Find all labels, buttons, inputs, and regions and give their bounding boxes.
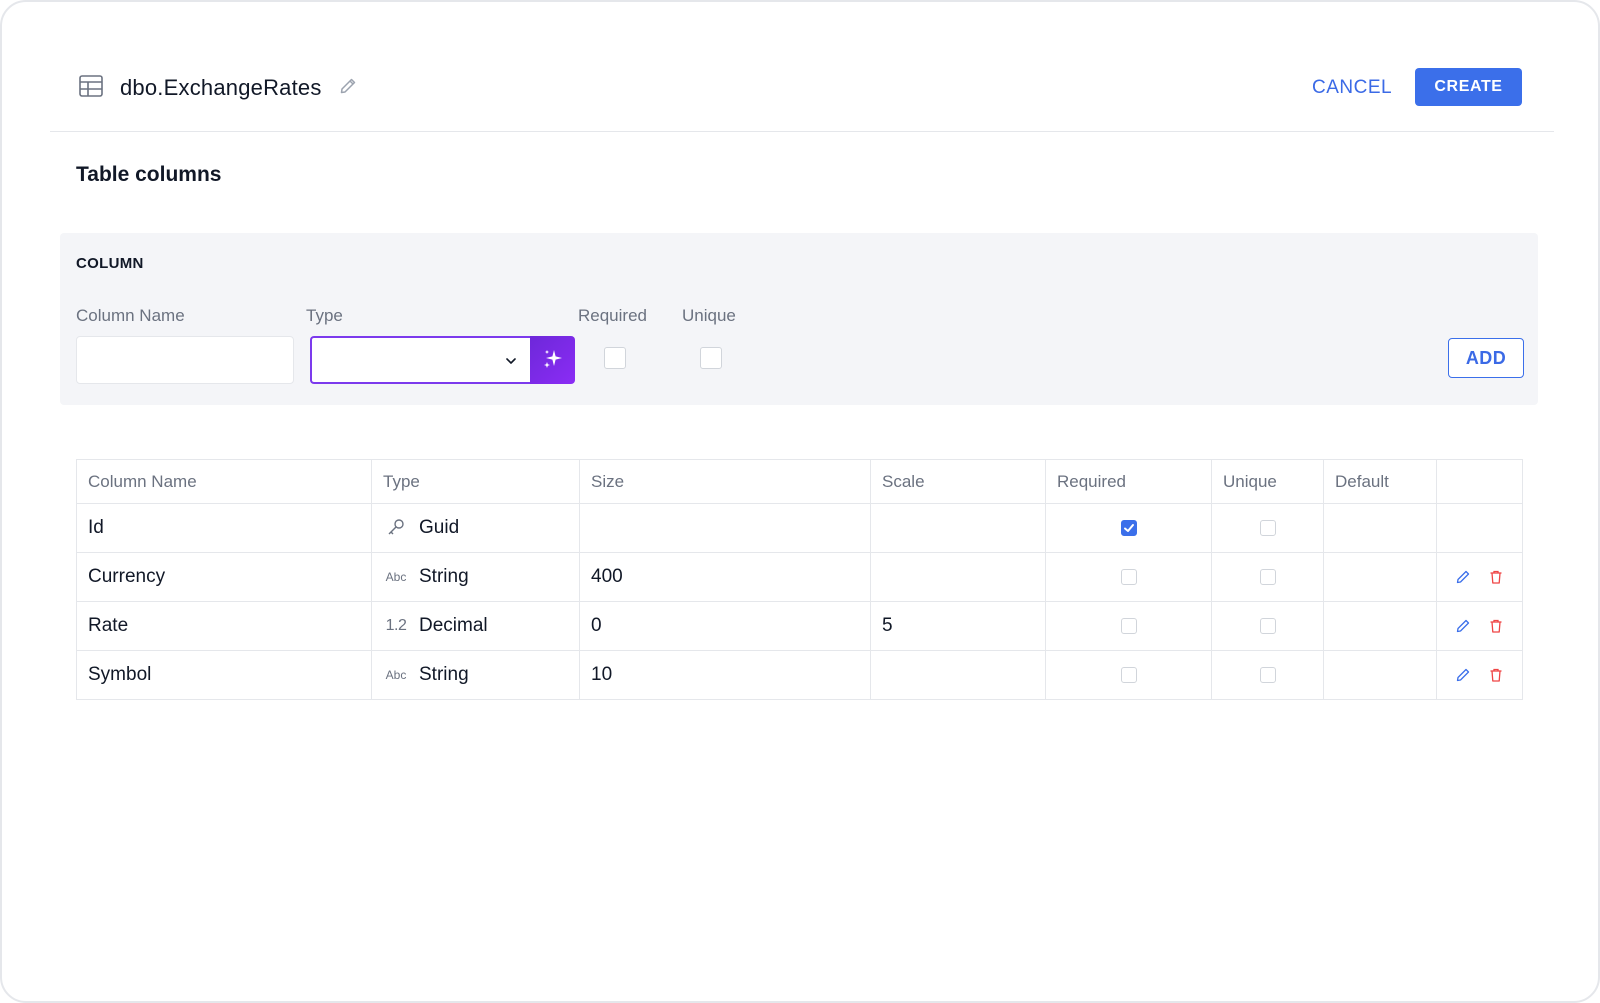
cell-scale: 5 bbox=[870, 601, 1046, 651]
header-unique: Unique bbox=[1211, 459, 1324, 504]
header-column-name: Column Name bbox=[76, 459, 372, 504]
cell-unique bbox=[1211, 601, 1324, 651]
header-required: Required bbox=[1045, 459, 1212, 504]
column-name-input[interactable] bbox=[76, 336, 294, 384]
cell-type: Abc String bbox=[371, 552, 580, 602]
unique-checkbox[interactable] bbox=[1259, 617, 1276, 634]
type-value: Decimal bbox=[419, 615, 488, 636]
table-name-title: dbo.ExchangeRates bbox=[120, 75, 322, 100]
unique-checkbox[interactable] bbox=[1259, 519, 1276, 536]
column-form-panel: COLUMN Column Name Type Required Un bbox=[60, 233, 1538, 405]
cell-actions bbox=[1436, 650, 1523, 700]
cell-size: 10 bbox=[579, 650, 871, 700]
cell-actions bbox=[1436, 601, 1523, 651]
cell-size: 400 bbox=[579, 552, 871, 602]
type-select[interactable] bbox=[310, 336, 530, 384]
cell-required bbox=[1045, 552, 1212, 602]
edit-row-pencil-icon[interactable] bbox=[1453, 665, 1473, 685]
decimal-icon: 1.2 bbox=[385, 617, 407, 634]
text-abc-icon: Abc bbox=[385, 668, 407, 682]
panel-heading: COLUMN bbox=[76, 255, 144, 272]
cancel-button[interactable]: CANCEL bbox=[1300, 68, 1404, 108]
cell-unique bbox=[1211, 552, 1324, 602]
cell-column-name: Id bbox=[76, 503, 372, 553]
cell-default bbox=[1323, 552, 1437, 602]
required-checkbox[interactable] bbox=[604, 347, 626, 369]
cell-actions bbox=[1436, 503, 1523, 553]
cell-type: Guid bbox=[371, 503, 580, 553]
unique-checkbox[interactable] bbox=[1259, 568, 1276, 585]
add-column-button[interactable]: ADD bbox=[1448, 338, 1524, 378]
table-header-row: Column Name Type Size Scale Required Uni… bbox=[76, 459, 1523, 504]
unique-checkbox[interactable] bbox=[1259, 666, 1276, 683]
header-default: Default bbox=[1323, 459, 1437, 504]
cell-actions bbox=[1436, 552, 1523, 602]
section-title: Table columns bbox=[76, 163, 222, 186]
delete-row-trash-icon[interactable] bbox=[1486, 567, 1506, 587]
columns-table: Column Name Type Size Scale Required Uni… bbox=[76, 459, 1523, 700]
cell-column-name: Symbol bbox=[76, 650, 372, 700]
header-size: Size bbox=[579, 459, 871, 504]
cell-unique bbox=[1211, 650, 1324, 700]
cell-scale bbox=[870, 503, 1046, 553]
sparkles-icon bbox=[542, 348, 564, 373]
cell-default bbox=[1323, 601, 1437, 651]
table-row: Id Guid bbox=[76, 503, 1523, 553]
dialog-header: dbo.ExchangeRates CANCEL CREATE bbox=[50, 42, 1554, 132]
table-grid-icon bbox=[78, 73, 120, 104]
cell-type: 1.2 Decimal bbox=[371, 601, 580, 651]
unique-label: Unique bbox=[682, 306, 736, 325]
edit-row-pencil-icon[interactable] bbox=[1453, 567, 1473, 587]
type-label: Type bbox=[306, 306, 343, 325]
cell-type: Abc String bbox=[371, 650, 580, 700]
edit-row-pencil-icon[interactable] bbox=[1453, 616, 1473, 636]
unique-checkbox[interactable] bbox=[700, 347, 722, 369]
table-row: Rate 1.2 Decimal 0 5 bbox=[76, 601, 1523, 651]
header-type: Type bbox=[371, 459, 580, 504]
cell-default bbox=[1323, 503, 1437, 553]
ai-suggest-button[interactable] bbox=[530, 336, 575, 384]
required-checkbox-checked[interactable] bbox=[1120, 519, 1137, 536]
column-name-label: Column Name bbox=[76, 306, 185, 325]
cell-required bbox=[1045, 650, 1212, 700]
cell-required bbox=[1045, 601, 1212, 651]
required-checkbox[interactable] bbox=[1120, 617, 1137, 634]
title-area: dbo.ExchangeRates bbox=[78, 74, 358, 102]
required-checkbox[interactable] bbox=[1120, 568, 1137, 585]
required-checkbox[interactable] bbox=[1120, 666, 1137, 683]
edit-title-pencil-icon[interactable] bbox=[322, 76, 358, 101]
create-button[interactable]: CREATE bbox=[1415, 68, 1522, 106]
cell-scale bbox=[870, 552, 1046, 602]
required-label: Required bbox=[578, 306, 647, 325]
delete-row-trash-icon[interactable] bbox=[1486, 665, 1506, 685]
cell-column-name: Rate bbox=[76, 601, 372, 651]
cell-scale bbox=[870, 650, 1046, 700]
cell-default bbox=[1323, 650, 1437, 700]
type-value: Guid bbox=[419, 517, 460, 538]
header-scale: Scale bbox=[870, 459, 1046, 504]
delete-row-trash-icon[interactable] bbox=[1486, 616, 1506, 636]
cell-size: 0 bbox=[579, 601, 871, 651]
table-row: Currency Abc String 400 bbox=[76, 552, 1523, 602]
type-value: String bbox=[419, 566, 469, 587]
cell-unique bbox=[1211, 503, 1324, 553]
cell-required bbox=[1045, 503, 1212, 553]
cell-size bbox=[579, 503, 871, 553]
table-row: Symbol Abc String 10 bbox=[76, 650, 1523, 700]
type-value: String bbox=[419, 664, 469, 685]
cell-column-name: Currency bbox=[76, 552, 372, 602]
header-actions bbox=[1436, 459, 1523, 504]
key-icon bbox=[383, 517, 409, 540]
text-abc-icon: Abc bbox=[385, 570, 407, 584]
